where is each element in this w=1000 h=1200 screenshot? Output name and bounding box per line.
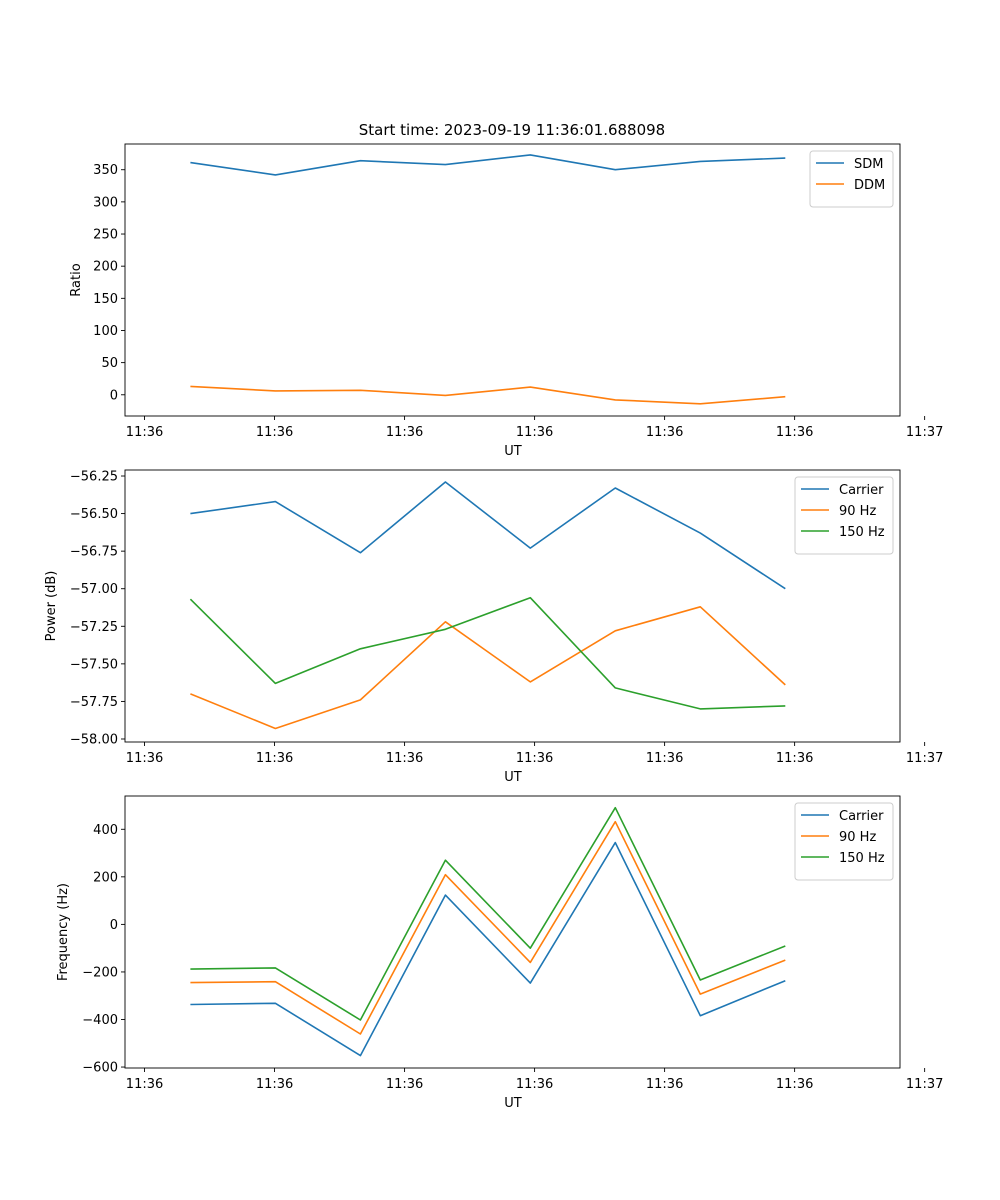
x-tick-label: 11:36	[516, 751, 553, 766]
series-line-carrier	[190, 841, 786, 1057]
legend-label: SDM	[854, 157, 883, 172]
y-axis-label: Power (dB)	[44, 571, 59, 642]
x-tick-label: 11:36	[126, 1077, 163, 1092]
legend-label: Carrier	[839, 809, 884, 824]
y-axis-label: Ratio	[69, 263, 84, 296]
x-tick-label: 11:36	[256, 751, 293, 766]
chart-2: 11:36 11:36 11:36 11:36 11:36 11:36 11:37 UT −58…	[44, 470, 943, 785]
axes-frame	[124, 795, 901, 1069]
chart-1: 11:36 11:36 11:36 11:36 11:36 11:36 11:37 UT 0 50…	[69, 143, 943, 459]
x-tick-label: 11:36	[386, 751, 423, 766]
x-tick-label: 11:36	[776, 425, 813, 440]
y-tick-label: −56.75	[70, 545, 118, 560]
legend-box	[794, 802, 894, 881]
x-tick-label: 11:36	[646, 751, 683, 766]
y-tick-label: 50	[101, 356, 118, 371]
series-line-carrier	[190, 481, 786, 590]
y-tick-label: −600	[82, 1061, 118, 1076]
x-tick-label: 11:37	[906, 1077, 943, 1092]
x-tick-label: 11:36	[516, 1077, 553, 1092]
x-tick-label: 11:36	[386, 425, 423, 440]
y-tick-label: 200	[93, 260, 118, 275]
series-line-90-hz	[190, 605, 786, 730]
x-tick-label: 11:36	[776, 751, 813, 766]
x-axis-label: UT	[504, 770, 522, 785]
figure-title: Start time: 2023-09-19 11:36:01.688098	[359, 121, 665, 139]
legend-label: 90 Hz	[839, 504, 876, 519]
series-line-ddm	[190, 385, 786, 405]
x-tick-label: 11:36	[646, 1077, 683, 1092]
legend: Carrier 90 Hz 150 Hz	[794, 476, 894, 555]
x-tick-label: 11:36	[126, 425, 163, 440]
x-tick-label: 11:37	[906, 425, 943, 440]
y-tick-label: −400	[82, 1013, 118, 1028]
legend-box	[794, 476, 894, 555]
x-tick-label: 11:36	[646, 425, 683, 440]
y-tick-label: −200	[82, 965, 118, 980]
y-tick-label: −57.75	[70, 695, 118, 710]
y-tick-label: 0	[110, 918, 118, 933]
y-tick-label: 250	[93, 228, 118, 243]
y-tick-label: 0	[110, 388, 118, 403]
legend-box	[809, 150, 894, 208]
chart-3: 11:36 11:36 11:36 11:36 11:36 11:36 11:37 UT −60…	[56, 795, 943, 1111]
legend-label: Carrier	[839, 483, 884, 498]
y-tick-label: −56.50	[70, 507, 118, 522]
series-line-90-hz	[190, 820, 786, 1035]
legend-label: 150 Hz	[839, 851, 885, 866]
legend-label: 150 Hz	[839, 525, 885, 540]
y-tick-label: −57.00	[70, 582, 118, 597]
legend-label: 90 Hz	[839, 830, 876, 845]
y-tick-label: −58.00	[70, 732, 118, 747]
y-axis-label: Frequency (Hz)	[56, 883, 71, 981]
series-line-150-hz	[189, 596, 786, 710]
x-tick-label: 11:36	[516, 425, 553, 440]
y-tick-label: 100	[93, 324, 118, 339]
plots: 11:36 11:36 11:36 11:36 11:36 11:36 11:37 UT 0 50…	[44, 143, 943, 1111]
series-line-150-hz	[190, 806, 786, 1021]
x-tick-label: 11:36	[256, 1077, 293, 1092]
y-tick-label: 200	[93, 870, 118, 885]
legend: Carrier 90 Hz 150 Hz	[794, 802, 894, 881]
x-tick-label: 11:36	[256, 425, 293, 440]
x-axis-label: UT	[504, 1096, 522, 1111]
y-tick-label: 150	[93, 292, 118, 307]
legend-label: DDM	[854, 178, 885, 193]
series-line-sdm	[190, 154, 786, 176]
axes-frame	[124, 469, 901, 743]
y-tick-label: −57.50	[70, 657, 118, 672]
axes-frame	[124, 143, 901, 417]
x-tick-label: 11:36	[386, 1077, 423, 1092]
y-tick-label: 400	[93, 823, 118, 838]
x-tick-label: 11:36	[126, 751, 163, 766]
y-tick-label: 350	[93, 163, 118, 178]
y-tick-label: −56.25	[70, 470, 118, 485]
x-tick-label: 11:36	[776, 1077, 813, 1092]
x-tick-label: 11:37	[906, 751, 943, 766]
y-tick-label: −57.25	[70, 620, 118, 635]
y-tick-label: 300	[93, 195, 118, 210]
x-axis-label: UT	[504, 444, 522, 459]
legend: SDM DDM	[809, 150, 894, 208]
